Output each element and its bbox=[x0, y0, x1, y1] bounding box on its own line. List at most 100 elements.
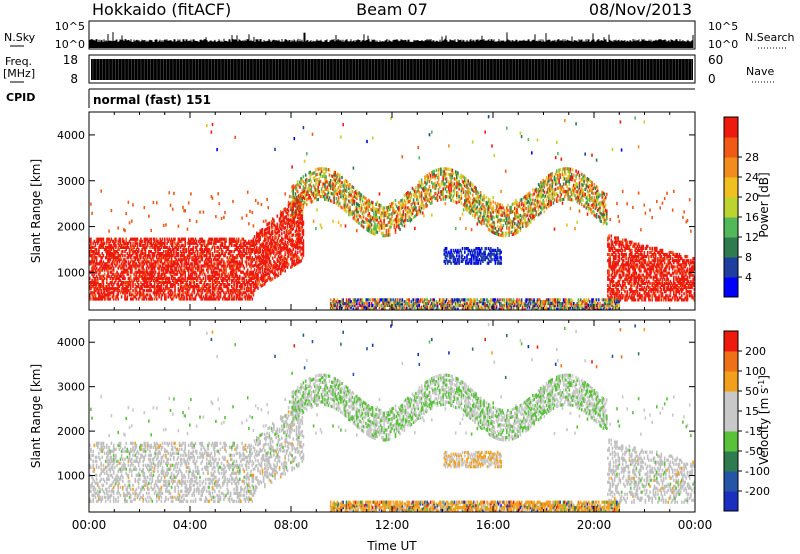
power-cell bbox=[167, 295, 169, 299]
power-cell bbox=[249, 254, 251, 258]
power-cell bbox=[165, 250, 167, 254]
power-cell bbox=[223, 264, 225, 268]
freq-strip-frame bbox=[88, 54, 696, 84]
power-cell bbox=[214, 258, 216, 262]
power-cell bbox=[136, 270, 139, 274]
power-cell bbox=[360, 203, 363, 207]
power-cell bbox=[232, 274, 234, 278]
power-cell bbox=[301, 213, 304, 217]
power-cell bbox=[262, 241, 265, 245]
power-cell bbox=[182, 237, 184, 241]
power-cell bbox=[443, 302, 446, 306]
power-cell bbox=[218, 256, 221, 260]
power-cell bbox=[442, 169, 444, 173]
power-cell bbox=[204, 258, 207, 262]
power-cell bbox=[448, 144, 450, 148]
power-cell bbox=[143, 278, 146, 282]
power-cell bbox=[296, 220, 299, 224]
power-cell bbox=[93, 245, 96, 249]
power-cell bbox=[281, 265, 283, 269]
power-cell bbox=[301, 231, 304, 235]
power-cell bbox=[456, 201, 458, 205]
power-cell bbox=[284, 236, 286, 240]
power-cell bbox=[241, 270, 243, 274]
power-cell bbox=[209, 283, 211, 287]
power-cell bbox=[385, 298, 388, 302]
power-cell bbox=[217, 293, 219, 297]
power-cell bbox=[241, 297, 243, 301]
power-cell bbox=[443, 167, 446, 171]
power-cell bbox=[237, 237, 240, 241]
power-cell bbox=[410, 192, 413, 197]
power-cell bbox=[279, 270, 282, 274]
power-cell bbox=[143, 206, 146, 210]
power-cell bbox=[179, 266, 182, 270]
power-cell bbox=[464, 179, 466, 183]
power-cell bbox=[232, 256, 234, 260]
power-cell bbox=[270, 244, 273, 249]
power-cell bbox=[132, 285, 134, 289]
power-cell bbox=[137, 283, 140, 287]
power-cell bbox=[245, 264, 248, 268]
power-cell bbox=[414, 204, 416, 209]
power-cell bbox=[112, 287, 115, 291]
power-cell bbox=[123, 264, 125, 268]
power-cell bbox=[334, 173, 336, 177]
power-cell bbox=[102, 283, 105, 287]
power-cell bbox=[465, 202, 467, 206]
power-cell bbox=[291, 240, 293, 244]
power-cell bbox=[178, 276, 181, 280]
power-cell bbox=[160, 252, 163, 256]
power-cell bbox=[301, 252, 304, 256]
power-cell bbox=[274, 269, 276, 273]
power-cell bbox=[120, 245, 123, 249]
power-cell bbox=[433, 184, 435, 189]
power-cell bbox=[210, 268, 213, 272]
power-cell bbox=[160, 283, 163, 287]
power-cell bbox=[334, 186, 336, 190]
power-cell bbox=[389, 228, 391, 232]
power-cell bbox=[149, 264, 151, 268]
power-cell bbox=[156, 239, 158, 243]
power-cell bbox=[344, 201, 347, 205]
power-cell bbox=[471, 203, 474, 207]
power-cell bbox=[135, 287, 138, 291]
power-cell bbox=[116, 295, 118, 299]
power-cell bbox=[443, 252, 446, 256]
power-cell bbox=[150, 272, 152, 276]
power-cell bbox=[126, 283, 129, 287]
power-cell bbox=[192, 276, 194, 280]
power-cell bbox=[426, 181, 429, 185]
power-cell bbox=[467, 261, 469, 265]
power-cell bbox=[107, 270, 109, 274]
power-cell bbox=[386, 216, 389, 220]
power-cell bbox=[135, 264, 138, 268]
power-cell bbox=[450, 198, 452, 202]
power-cell bbox=[389, 225, 391, 229]
power-cell bbox=[209, 256, 211, 260]
power-cell bbox=[354, 298, 357, 302]
power-cell bbox=[260, 228, 263, 232]
power-cell bbox=[382, 298, 384, 302]
power-cell bbox=[208, 239, 210, 243]
power-cell bbox=[151, 274, 154, 278]
power-cell bbox=[148, 254, 150, 258]
power-cell bbox=[207, 264, 209, 268]
power-cell bbox=[332, 219, 334, 223]
power-cell bbox=[294, 213, 297, 217]
power-cell bbox=[289, 235, 291, 239]
power-cell bbox=[252, 264, 255, 268]
power-cell bbox=[159, 287, 161, 291]
power-cell bbox=[169, 203, 172, 207]
power-cell bbox=[129, 254, 132, 258]
power-cell bbox=[114, 256, 116, 260]
power-cell bbox=[223, 215, 225, 219]
power-cell bbox=[224, 211, 226, 215]
power-cell bbox=[139, 256, 141, 260]
power-cell bbox=[275, 273, 277, 277]
power-cell bbox=[245, 272, 248, 276]
power-cell bbox=[125, 264, 127, 268]
power-cell bbox=[108, 274, 110, 278]
power-cell bbox=[360, 195, 363, 200]
power-cell bbox=[101, 274, 104, 278]
